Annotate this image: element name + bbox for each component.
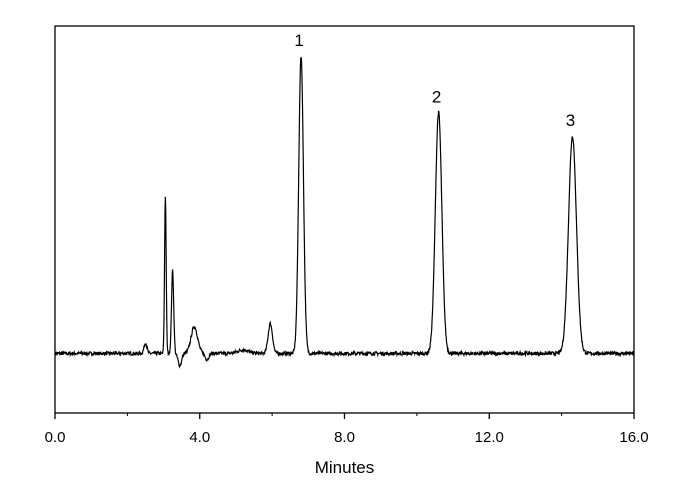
chromatogram-trace [54,56,635,369]
x-axis-ticks [54,413,635,419]
x-tick-label: 16.0 [619,429,648,446]
peak-label: 2 [432,87,441,106]
peak-labels: 1 2 3 [294,31,575,130]
peak-label: 3 [566,111,575,130]
x-tick-label: 12.0 [475,429,504,446]
x-axis-label: Minutes [315,458,375,477]
x-tick-label: 0.0 [45,429,66,446]
x-tick-label: 8.0 [334,429,355,446]
peak-label: 1 [294,31,303,50]
x-tick-label: 4.0 [189,429,210,446]
x-axis-tick-labels: 0.0 4.0 8.0 12.0 16.0 [45,429,649,446]
